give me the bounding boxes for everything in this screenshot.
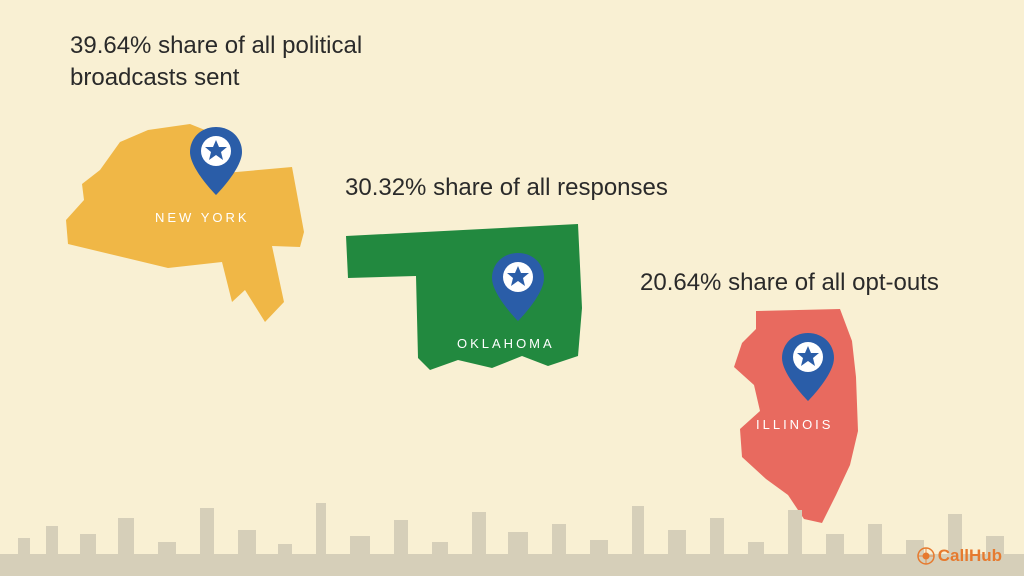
ok-state-block: OKLAHOMA bbox=[342, 218, 588, 388]
ny-pin-icon bbox=[190, 127, 242, 195]
il-caption: 20.64% share of all opt-outs bbox=[640, 267, 939, 299]
ny-state-label: NEW YORK bbox=[155, 210, 250, 225]
callhub-logo-icon bbox=[917, 547, 935, 565]
ny-state-block: NEW YORK bbox=[60, 112, 320, 332]
ok-state-label: OKLAHOMA bbox=[457, 336, 555, 351]
ok-caption: 30.32% share of all responses bbox=[345, 172, 668, 204]
ok-pin-icon bbox=[492, 253, 544, 321]
ny-caption: 39.64% share of all political broadcasts… bbox=[70, 30, 362, 95]
il-pin-icon bbox=[782, 333, 834, 401]
il-state-label: ILLINOIS bbox=[756, 417, 833, 432]
callhub-logo-text: CallHub bbox=[938, 546, 1002, 566]
callhub-logo: CallHub bbox=[917, 546, 1002, 566]
ok-shape bbox=[342, 218, 588, 388]
skyline-decoration bbox=[0, 496, 1024, 576]
